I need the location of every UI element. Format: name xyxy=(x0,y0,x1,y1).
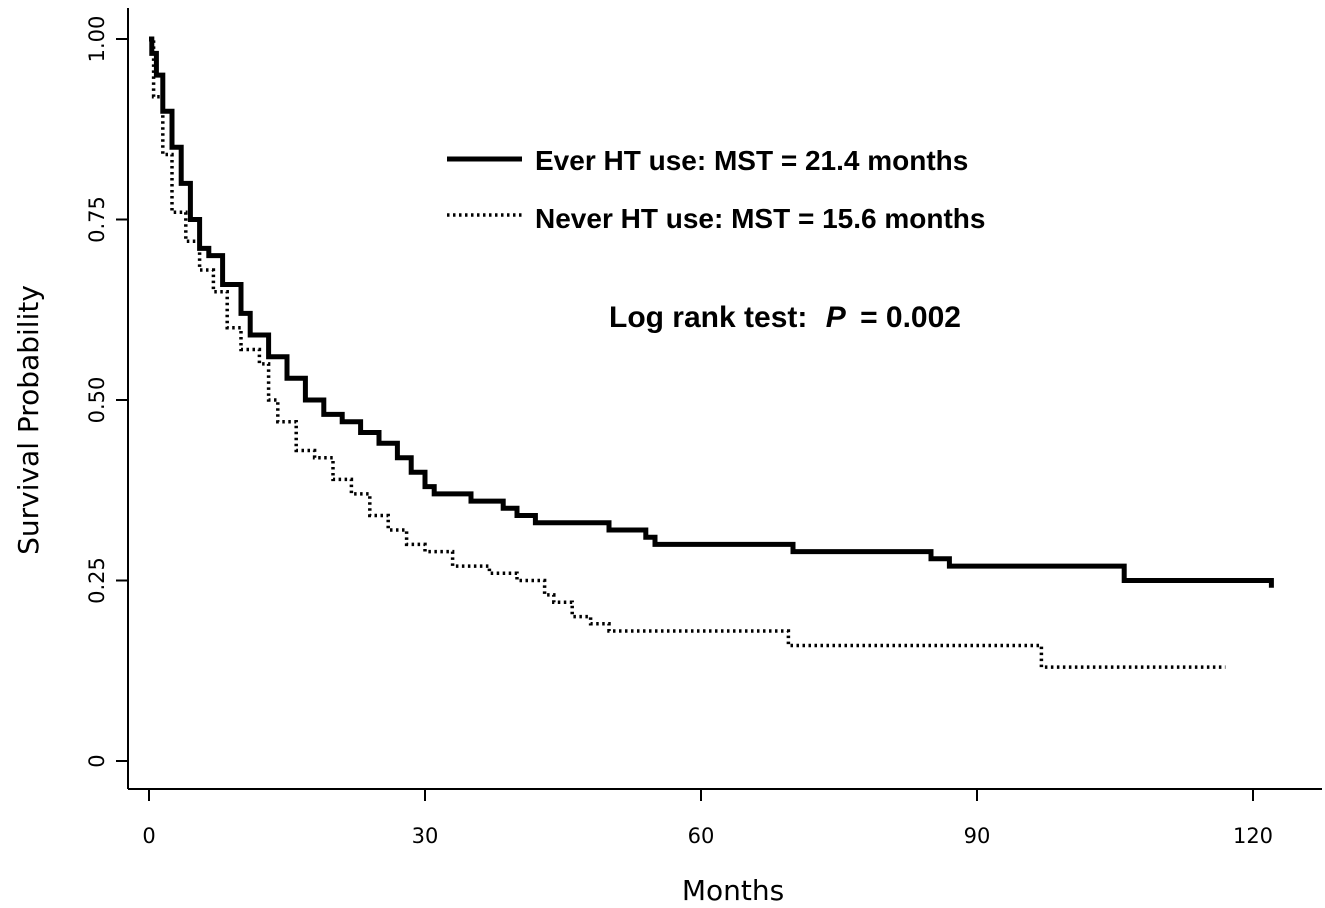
legend: Ever HT use: MST = 21.4 months Never HT … xyxy=(447,145,985,234)
x-tick-label: 60 xyxy=(688,824,715,848)
y-ticks: 0 0.25 0.50 0.75 1.00 xyxy=(85,16,128,768)
y-tick-label: 0 xyxy=(85,754,109,767)
series-layer xyxy=(149,36,1274,669)
x-tick-label: 30 xyxy=(412,824,439,848)
series-line-ever-ht xyxy=(149,36,1274,588)
axes xyxy=(127,8,1322,790)
y-axis-title: Survival Probability xyxy=(12,285,45,555)
x-axis-title: Months xyxy=(682,874,784,907)
y-tick-label: 0.50 xyxy=(85,377,109,424)
y-tick-label: 0.25 xyxy=(85,557,109,604)
annotation-value: = 0.002 xyxy=(860,301,961,334)
legend-label-never-ht: Never HT use: MST = 15.6 months xyxy=(535,203,985,234)
y-tick-label: 0.75 xyxy=(85,196,109,243)
log-rank-annotation: Log rank test: P = 0.002 xyxy=(609,301,961,334)
series-line-never-ht xyxy=(149,37,1226,669)
x-tick-label: 0 xyxy=(142,824,155,848)
x-tick-label: 90 xyxy=(964,824,991,848)
x-tick-label: 120 xyxy=(1233,824,1273,848)
legend-label-ever-ht: Ever HT use: MST = 21.4 months xyxy=(535,145,968,176)
annotation-prefix: Log rank test: xyxy=(609,301,816,334)
y-tick-label: 1.00 xyxy=(85,16,109,63)
x-ticks: 0 30 60 90 120 xyxy=(142,789,1273,848)
annotation-p-symbol: P xyxy=(826,301,847,334)
